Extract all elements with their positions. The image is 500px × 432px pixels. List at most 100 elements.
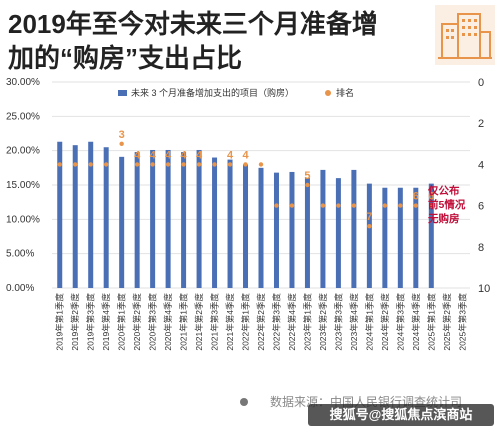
bar [103,147,109,288]
legend-rank-label: 排名 [336,87,354,98]
rank-point [258,162,264,167]
rank-point [227,162,233,167]
rank-point [181,162,186,167]
rank-tick-label: 10 [478,283,490,295]
rank-tick-label: 2 [478,118,484,130]
x-tick-label: 2025年第2季度 [442,293,452,351]
bar [119,156,125,288]
rank-point [429,203,434,208]
y-tick-label: 25.00% [6,111,40,122]
x-tick-label: 2023年第2季度 [318,293,328,351]
brand-watermark: 搜狐号@搜狐焦点滨商站 [308,404,494,426]
x-tick-label: 2020年第2季度 [132,293,142,351]
bar [428,183,434,288]
x-tick-label: 2024年第2季度 [380,293,390,351]
note-line: 前5情况 [428,198,466,211]
x-tick-label: 2020年第4季度 [163,293,173,351]
x-tick-label: 2023年第3季度 [333,293,343,351]
bar [258,167,264,288]
bar [335,178,341,288]
y-tick-label: 10.00% [6,214,40,225]
rank-point [243,162,248,167]
y-tick-label: 30.00% [6,77,40,88]
x-tick-label: 2022年第1季度 [241,293,251,351]
note-line: 无购房 [427,212,460,225]
rank-point [165,162,171,167]
x-axis: 2019年第1季度 2019年第2季度 2019年第3季度 2019年第4季度 2020… [55,293,468,351]
note-line: 仅公布 [427,184,460,197]
y-tick-label: 5.00% [6,249,34,260]
x-tick-label: 2019年第3季度 [86,293,96,351]
legend-bar-swatch [118,90,127,96]
y-axis-right: 0 2 4 6 8 10 [478,77,490,295]
bar [397,187,403,288]
rank-point [119,141,124,146]
y-axis-left: 0.00% 5.00% 10.00% 15.00% 20.00% 25.00% 30.00% [6,77,40,294]
rank-tick-label: 4 [478,159,484,171]
x-tick-label: 2025年第3季度 [457,293,467,351]
rank-tick-label: 0 [478,77,484,89]
legend-bar-label: 未来 3 个月准备增加支出的项目（购房） [131,87,294,98]
x-tick-label: 2022年第4季度 [287,293,297,351]
bar [382,187,388,288]
legend-rank-swatch [325,90,331,96]
spending-chart: 0.00%5.00%10.00%15.00%20.00%25.00%30.00%… [6,77,490,351]
x-tick-label: 2021年第3季度 [210,293,220,351]
bar [320,169,326,288]
x-tick-label: 2020年第3季度 [148,293,158,351]
rank-label: 4 [134,149,141,161]
bar [413,187,419,288]
rank-tick-label: 8 [478,242,484,254]
chart-legend: 未来 3 个月准备增加支出的项目（购房） 排名 [118,87,354,98]
rank-point [274,203,279,208]
bar [304,178,310,288]
rank-label: 3 [119,129,125,141]
x-tick-label: 2021年第4季度 [225,293,235,351]
rank-point [73,162,78,167]
x-tick-label: 2024年第4季度 [411,293,421,351]
page-title-line-2: 加的“购房”支出占比 [8,43,243,73]
bar [165,149,171,288]
x-tick-label: 2021年第2季度 [194,293,204,351]
rank-point [382,203,388,208]
bar [88,141,94,288]
rank-label: 4 [181,149,188,161]
x-tick-label: 2019年第1季度 [55,293,65,351]
rank-label: 6 [413,191,419,203]
rank-point [134,162,140,167]
rank-point [367,224,372,229]
x-tick-label: 2024年第1季度 [364,293,374,351]
x-tick-label: 2023年第1季度 [302,293,312,351]
rank-point [413,203,419,208]
rank-point [150,162,155,167]
rank-point [289,203,295,208]
bar [212,157,218,288]
bar [289,171,295,288]
bar [366,183,372,288]
bar [227,159,233,288]
x-tick-label: 2022年第3季度 [271,293,281,351]
rank-point [320,203,326,208]
source-dot-icon [240,398,248,406]
rank-label: 4 [165,149,172,161]
rank-point [351,203,357,208]
rank-tick-label: 6 [478,201,484,213]
bar [150,149,156,288]
x-tick-label: 2024年第3季度 [395,293,405,351]
y-tick-label: 15.00% [6,180,40,191]
bar [57,141,63,288]
bar [196,149,202,288]
bar [181,152,187,288]
x-tick-label: 2022年第2季度 [256,293,266,351]
rank-label: 6 [428,191,434,203]
rank-label: 5 [304,170,310,182]
x-tick-label: 2019年第4季度 [101,293,111,351]
bar [243,164,249,288]
bar [72,145,78,288]
x-tick-label: 2025年第1季度 [426,293,436,351]
rank-point [103,162,109,167]
rank-label: 4 [227,149,234,161]
x-tick-label: 2021年第1季度 [179,293,189,351]
